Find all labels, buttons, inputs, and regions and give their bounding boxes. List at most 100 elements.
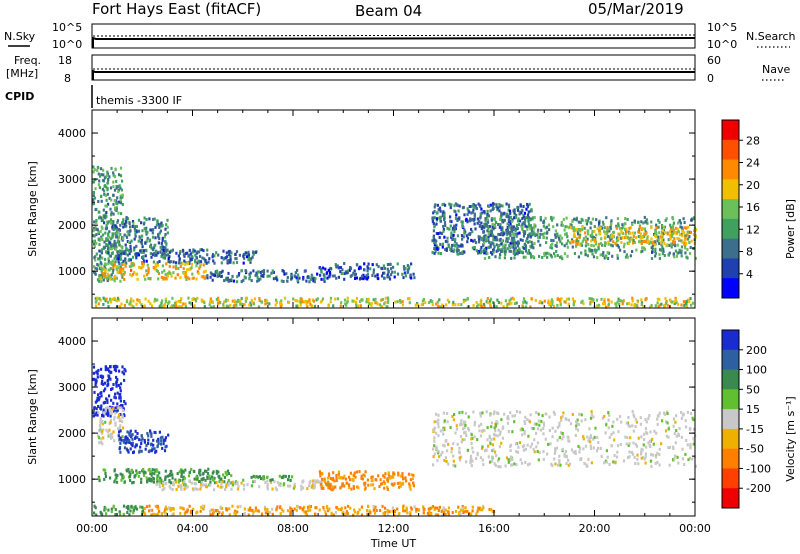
heatmap-cell bbox=[111, 225, 114, 229]
heatmap-cell bbox=[560, 431, 563, 435]
heatmap-cell bbox=[104, 408, 107, 412]
heatmap-cell bbox=[644, 455, 647, 459]
heatmap-cell bbox=[387, 298, 390, 302]
heatmap-cell bbox=[133, 246, 136, 250]
heatmap-cell bbox=[215, 481, 218, 484]
heatmap-cell bbox=[112, 180, 115, 184]
heatmap-cell bbox=[593, 435, 596, 439]
heatmap-cell bbox=[568, 462, 572, 466]
heatmap-cell bbox=[509, 219, 512, 223]
heatmap-cell bbox=[221, 479, 224, 483]
heatmap-cell bbox=[363, 262, 366, 266]
heatmap-cell bbox=[98, 479, 101, 483]
heatmap-cell bbox=[99, 174, 102, 178]
heatmap-cell bbox=[615, 302, 618, 306]
heatmap-cell bbox=[224, 278, 228, 282]
heatmap-cell bbox=[223, 279, 226, 283]
heatmap-cell bbox=[121, 195, 124, 199]
heatmap-cell bbox=[271, 512, 274, 516]
heatmap-cell bbox=[535, 422, 538, 426]
heatmap-cell bbox=[530, 255, 533, 259]
heatmap-cell bbox=[166, 231, 169, 235]
heatmap-cell bbox=[113, 226, 116, 230]
heatmap-cell bbox=[112, 401, 115, 405]
heatmap-cell bbox=[127, 450, 130, 454]
heatmap-cell bbox=[188, 301, 191, 305]
heatmap-cell bbox=[508, 223, 511, 227]
heatmap-cell bbox=[120, 188, 123, 192]
heatmap-cell bbox=[100, 251, 103, 255]
heatmap-cell bbox=[144, 471, 147, 475]
heatmap-cell bbox=[159, 479, 162, 483]
heatmap-cell bbox=[108, 369, 111, 373]
heatmap-cell bbox=[113, 175, 117, 179]
heatmap-cell bbox=[161, 484, 165, 488]
heatmap-cell bbox=[252, 474, 255, 478]
heatmap-cell bbox=[155, 249, 158, 253]
heatmap-cell bbox=[132, 299, 135, 303]
heatmap-cell bbox=[509, 231, 512, 235]
heatmap-cell bbox=[528, 202, 531, 206]
heatmap-cell bbox=[640, 220, 643, 224]
heatmap-cell bbox=[108, 175, 111, 179]
heatmap-cell bbox=[399, 484, 402, 488]
heatmap-cell bbox=[491, 222, 494, 226]
heatmap-cell bbox=[437, 434, 440, 438]
heatmap-cell bbox=[165, 262, 168, 266]
heatmap-cell bbox=[242, 478, 245, 482]
heatmap-cell bbox=[457, 209, 460, 213]
heatmap-cell bbox=[126, 440, 129, 444]
heatmap-cell bbox=[123, 272, 126, 276]
heatmap-cell bbox=[592, 236, 595, 240]
heatmap-cell bbox=[567, 463, 570, 467]
heatmap-cell bbox=[266, 299, 269, 303]
heatmap-cell bbox=[167, 257, 170, 260]
heatmap-cell bbox=[95, 370, 98, 374]
heatmap-cell bbox=[275, 276, 278, 280]
heatmap-cell bbox=[279, 305, 283, 309]
heatmap-cell bbox=[491, 233, 494, 237]
y-tick-label: 3000 bbox=[58, 381, 86, 394]
heatmap-cell bbox=[521, 208, 524, 212]
heatmap-cell bbox=[690, 218, 693, 222]
heatmap-cell bbox=[97, 393, 100, 397]
heatmap-cell bbox=[645, 238, 648, 242]
heatmap-cell bbox=[311, 484, 314, 488]
heatmap-cell bbox=[201, 480, 204, 483]
heatmap-cell bbox=[161, 236, 164, 240]
heatmap-cell bbox=[483, 251, 486, 255]
heatmap-cell bbox=[513, 251, 516, 255]
heatmap-cell bbox=[168, 255, 171, 259]
heatmap-cell bbox=[175, 261, 178, 265]
heatmap-cell bbox=[156, 298, 159, 302]
heatmap-cell bbox=[237, 485, 240, 489]
heatmap-cell bbox=[603, 414, 606, 418]
heatmap-cell bbox=[341, 268, 344, 272]
heatmap-cell bbox=[513, 414, 516, 418]
heatmap-cell bbox=[126, 253, 129, 257]
heatmap-cell bbox=[141, 245, 144, 249]
heatmap-cell bbox=[561, 447, 564, 451]
heatmap-cell bbox=[102, 468, 105, 472]
heatmap-cell bbox=[104, 420, 107, 424]
heatmap-cell bbox=[623, 250, 626, 254]
colorbar-label: Power [dB] bbox=[784, 199, 797, 259]
heatmap-cell bbox=[200, 483, 203, 487]
heatmap-cell bbox=[161, 270, 164, 274]
heatmap-cell bbox=[613, 454, 616, 457]
heatmap-cell bbox=[506, 233, 509, 237]
heatmap-cell bbox=[109, 247, 113, 251]
heatmap-cell bbox=[632, 429, 635, 433]
heatmap-cell bbox=[314, 277, 317, 281]
heatmap-cell bbox=[150, 473, 153, 477]
heatmap-cell bbox=[246, 483, 249, 487]
heatmap-cell bbox=[614, 242, 617, 246]
heatmap-cell bbox=[308, 504, 311, 508]
heatmap-cell bbox=[458, 217, 461, 221]
heatmap-cell bbox=[427, 301, 431, 305]
heatmap-cell bbox=[409, 273, 412, 277]
heatmap-cell bbox=[435, 232, 438, 235]
heatmap-cell bbox=[107, 508, 110, 512]
heatmap-cell bbox=[536, 231, 539, 235]
heatmap-cell bbox=[599, 242, 602, 245]
